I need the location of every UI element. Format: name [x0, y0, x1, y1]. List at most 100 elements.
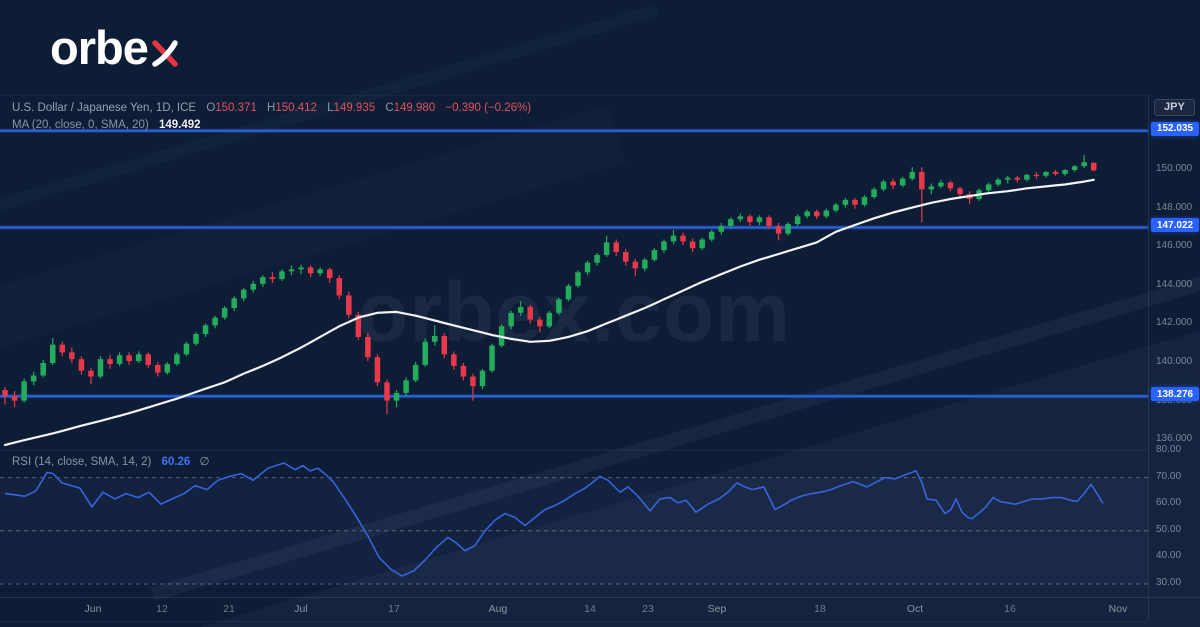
rsi-indicator-label[interactable]: RSI (14, close, SMA, 14, 2) [12, 456, 152, 468]
candle [307, 265, 314, 278]
open-label: O [206, 102, 216, 114]
low-value: 149.935 [333, 102, 376, 114]
candle [1071, 165, 1078, 172]
time-tick-label: 21 [223, 603, 235, 615]
candle [699, 237, 705, 251]
price-level-badge[interactable]: 147.022 [1151, 218, 1199, 233]
high-value: 150.412 [275, 102, 317, 114]
candle [985, 182, 992, 193]
rsi-legend-row: RSI (14, close, SMA, 14, 2) 60.26 ∅ [12, 454, 210, 468]
candle [814, 209, 820, 220]
candle [766, 215, 772, 229]
price-tick-label: 150.000 [1156, 163, 1193, 174]
candle [842, 197, 849, 208]
symbol-legend-row: U.S. Dollar / Japanese Yen, 1D, ICE O150… [12, 100, 531, 116]
candle [193, 332, 199, 346]
candle [260, 275, 266, 287]
candle [537, 316, 543, 333]
ma20-line[interactable] [3, 178, 1095, 447]
candle [489, 343, 495, 373]
candle [432, 325, 438, 346]
candle [747, 214, 753, 226]
open-value: 150.371 [215, 102, 257, 114]
time-tick-label: Oct [906, 603, 924, 615]
candle [546, 310, 553, 329]
time-tick-label: Aug [488, 603, 508, 615]
candle [852, 197, 858, 209]
time-tick-label: Jun [84, 603, 102, 615]
candle [69, 347, 75, 363]
time-tick-label: 12 [156, 603, 168, 615]
price-level-badge[interactable]: 152.035 [1151, 121, 1199, 136]
candle [938, 179, 944, 189]
candle [623, 249, 629, 266]
orbex-logo[interactable]: orbe [50, 24, 180, 71]
candle [374, 354, 381, 387]
candle [718, 223, 724, 235]
candle [279, 269, 285, 281]
candle [670, 229, 677, 245]
candle [174, 352, 180, 366]
candle [326, 267, 333, 283]
candle [833, 202, 839, 213]
ma-indicator-label[interactable]: MA (20, close, 0, SMA, 20) [12, 119, 149, 131]
orbex-logo-text: orbe [50, 21, 149, 74]
candle [365, 333, 371, 362]
price-level-badge[interactable]: 138.276 [1151, 387, 1199, 402]
candle [661, 239, 667, 253]
close-value: 149.980 [393, 102, 436, 114]
candle [183, 341, 190, 357]
candle [59, 341, 66, 357]
candle [708, 229, 715, 242]
candle [241, 287, 247, 302]
candle [288, 265, 295, 276]
low-label: L [327, 102, 334, 114]
candle [909, 167, 915, 181]
price-tick-label: 136.000 [1156, 433, 1193, 445]
rsi-tick-label: 40.00 [1156, 550, 1182, 562]
candle [565, 283, 572, 302]
candle [680, 232, 686, 246]
time-tick-label: Jul [294, 603, 308, 615]
currency-badge[interactable]: JPY [1154, 99, 1195, 116]
symbol-title[interactable]: U.S. Dollar / Japanese Yen, 1D, ICE [12, 102, 197, 114]
close-label: C [385, 102, 394, 114]
candle [1043, 170, 1049, 178]
ma-legend-row: MA (20, close, 0, SMA, 20) 149.492 [12, 117, 531, 133]
price-axis[interactable]: JPY 150.000 148.000 146.000 144.000 142.000 1… [1148, 95, 1200, 597]
time-tick-label: 18 [814, 603, 826, 615]
time-axis[interactable]: Jun 12 21 Jul 17 Aug 14 23 Sep 18 Oct 16 Nov [0, 597, 1148, 622]
rsi-line[interactable] [4, 462, 1104, 577]
chart-plot-area[interactable]: orbex.com U.S. Dollar / Japanese Yen, 1D… [0, 95, 1148, 598]
candle [317, 267, 323, 277]
ma-indicator-value: 149.492 [158, 119, 201, 131]
orbex-logo-x-icon [152, 39, 178, 67]
candle [116, 352, 123, 366]
candle [155, 362, 161, 377]
candle [126, 352, 132, 365]
chart-canvas[interactable] [0, 96, 1148, 598]
price-tick-label: 140.000 [1156, 356, 1193, 367]
candle [479, 368, 486, 390]
candle [460, 363, 467, 381]
candle [508, 310, 514, 330]
candle [298, 264, 304, 275]
price-level-lines[interactable] [0, 128, 1148, 399]
high-label: H [267, 102, 276, 114]
candle [823, 208, 830, 219]
candle [995, 177, 1001, 187]
candle [346, 291, 352, 319]
candle [88, 367, 94, 385]
candle [947, 180, 954, 192]
candles-layer [2, 154, 1097, 415]
candle [145, 352, 151, 368]
candle [804, 209, 810, 219]
candle [470, 373, 476, 401]
candle [642, 257, 648, 272]
rsi-guides [0, 477, 1148, 585]
candle [632, 258, 639, 277]
candle [393, 390, 400, 408]
candle [1033, 171, 1040, 179]
candle [785, 222, 791, 236]
candle [794, 214, 801, 226]
